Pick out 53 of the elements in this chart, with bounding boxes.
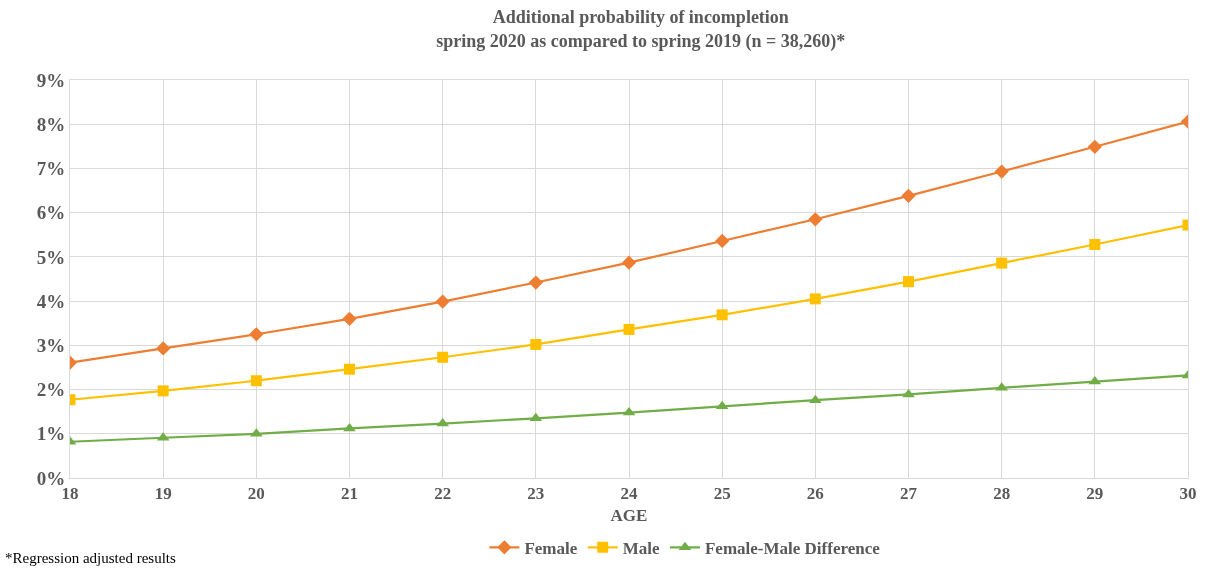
y-tick-label: 3%	[36, 334, 66, 356]
y-tick-label: 1%	[36, 423, 66, 445]
point	[621, 255, 637, 270]
point	[1089, 239, 1101, 251]
y-tick-label: 4%	[36, 290, 66, 312]
point	[437, 351, 449, 363]
point	[715, 400, 729, 410]
point	[528, 275, 543, 290]
x-tick-label: 19	[154, 484, 172, 504]
x-tick-label: 28	[993, 484, 1011, 504]
x-tick-label: 27	[900, 484, 918, 504]
point	[529, 412, 543, 422]
y-tick-label: 9%	[36, 69, 66, 91]
point	[996, 257, 1008, 269]
point	[156, 341, 171, 356]
point	[901, 188, 916, 204]
x-tick-label: 25	[713, 484, 731, 504]
y-tick-label: 5%	[36, 246, 66, 268]
y-tick-label: 2%	[36, 379, 66, 401]
text: *Regression adjusted results	[5, 550, 176, 566]
x-tick-label: 29	[1086, 484, 1104, 504]
legend-label: Female-Male Difference	[704, 538, 881, 558]
point	[809, 293, 821, 305]
x-tick-label: 30	[1179, 484, 1197, 504]
x-tick-label: 21	[341, 484, 358, 504]
y-tick-label: 7%	[36, 158, 66, 180]
legend-label: Male	[622, 538, 660, 558]
point	[250, 375, 262, 387]
point	[994, 164, 1009, 179]
point	[342, 311, 357, 326]
x-tick-label: 22	[434, 484, 452, 504]
x-tick-label: 26	[806, 484, 824, 504]
point	[344, 363, 355, 375]
point	[808, 212, 823, 227]
point	[623, 323, 635, 335]
y-tick-label: 8%	[36, 113, 66, 135]
point	[249, 327, 264, 342]
x-tick-label: 20	[247, 484, 265, 504]
y-tick-label: 6%	[36, 202, 66, 224]
point	[435, 294, 450, 309]
point	[716, 309, 728, 321]
point	[157, 385, 169, 397]
point	[343, 422, 356, 432]
point	[1087, 139, 1102, 154]
legend-label: Female	[524, 538, 578, 558]
x-tick-label: 24	[620, 484, 638, 504]
point	[903, 276, 914, 288]
point	[715, 233, 730, 249]
point	[530, 338, 542, 350]
x-tick-label: 23	[527, 484, 545, 504]
x-axis-title: AGE	[610, 505, 648, 525]
point	[902, 388, 915, 398]
chart-title: Additional probability of incompletion spring 2020 as compared to spring 2019 (n = 38,260)*	[436, 7, 846, 52]
